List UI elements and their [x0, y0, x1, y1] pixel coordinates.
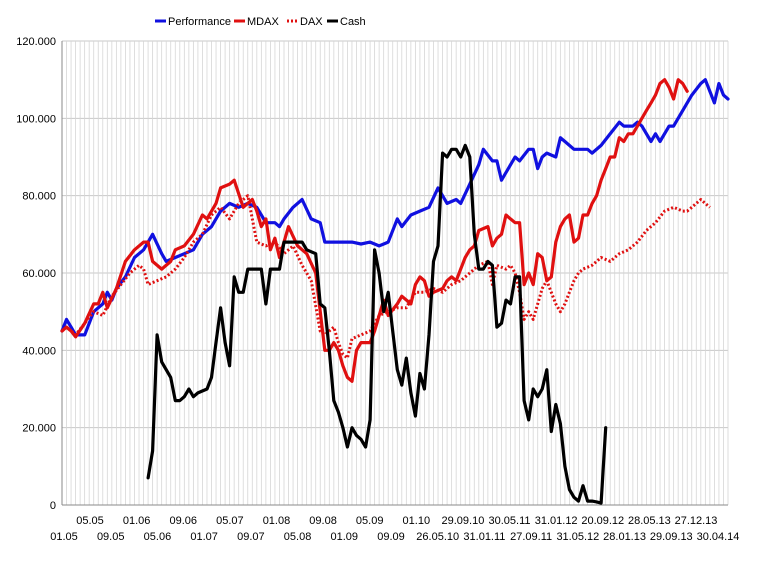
- x-tick-label-row1: 01.08: [263, 515, 291, 527]
- x-tick-label-row1: 20.09.12: [581, 515, 624, 527]
- x-tick-label-row1: 05.09: [356, 515, 384, 527]
- series-line-mdax: [60, 78, 689, 383]
- x-tick-label-row1: 09.08: [309, 515, 337, 527]
- x-tick-label-row1: 01.10: [403, 515, 431, 527]
- x-tick-label-row2: 29.09.13: [650, 531, 693, 543]
- x-tick-label-row1: 09.06: [169, 515, 197, 527]
- y-tick-label: 80.000: [22, 191, 56, 203]
- series-line-dax: [61, 194, 711, 360]
- x-tick-label-row2: 01.05: [50, 531, 78, 543]
- legend-label-mdax: MDAX: [247, 16, 279, 28]
- x-tick-label-row1: 27.12.13: [675, 515, 718, 527]
- grid: [61, 40, 729, 506]
- y-tick-label: 20.000: [22, 423, 56, 435]
- x-tick-label-row1: 05.05: [76, 515, 104, 527]
- x-tick-label-row2: 01.09: [331, 531, 359, 543]
- series-line-performance: [60, 78, 730, 337]
- x-tick-label-row2: 05.08: [284, 531, 312, 543]
- series-line-cash: [146, 143, 608, 505]
- legend-label-dax: DAX: [300, 16, 323, 28]
- legend: Performance MDAX DAX Cash: [155, 16, 366, 28]
- axes: [61, 41, 728, 506]
- x-tick-label-row2: 28.01.13: [603, 531, 646, 543]
- y-tick-label: 40.000: [22, 345, 56, 357]
- x-tick-label-row2: 31.01.11: [463, 531, 505, 543]
- y-tick-label: 100.000: [16, 113, 56, 125]
- x-tick-label-row1: 30.05.11: [489, 515, 531, 527]
- x-tick-label-row1: 31.01.12: [535, 515, 578, 527]
- x-tick-label-row2: 26.05.10: [416, 531, 459, 543]
- x-tick-label-row2: 09.09: [377, 531, 405, 543]
- y-axis-ticks: 0 20.000 40.000 60.000 80.000 100.000 120.000: [16, 36, 56, 512]
- x-tick-label-row2: 01.07: [190, 531, 218, 543]
- y-tick-label: 120.000: [16, 36, 56, 48]
- y-tick-label: 0: [50, 500, 56, 512]
- x-tick-label-row2: 30.04.14: [697, 531, 740, 543]
- x-tick-label-row1: 28.05.13: [628, 515, 671, 527]
- x-tick-label-row2: 05.06: [144, 531, 172, 543]
- x-tick-label-row2: 09.07: [237, 531, 265, 543]
- x-axis-ticks: 05.05 01.06 09.06 05.07 01.08 09.08 05.09 01.10…: [50, 515, 739, 543]
- y-tick-label: 60.000: [22, 268, 56, 280]
- x-tick-label-row2: 31.05.12: [556, 531, 599, 543]
- series-lines: [60, 78, 730, 505]
- x-tick-label-row1: 01.06: [123, 515, 151, 527]
- x-tick-label-row2: 09.05: [97, 531, 125, 543]
- x-tick-label-row1: 05.07: [216, 515, 244, 527]
- legend-label-cash: Cash: [340, 16, 366, 28]
- x-tick-label-row1: 29.09.10: [442, 515, 485, 527]
- x-tick-label-row2: 27.09.11: [510, 531, 552, 543]
- legend-label-performance: Performance: [168, 16, 231, 28]
